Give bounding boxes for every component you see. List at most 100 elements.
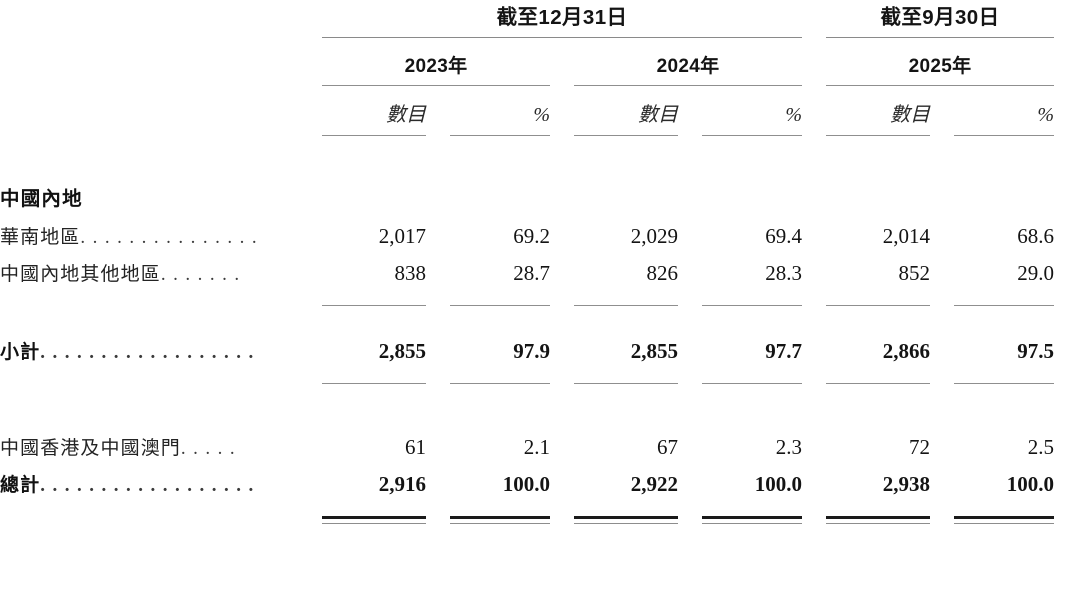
subtotal-bot-rule-6: [954, 383, 1054, 384]
row-label-text: 中國內地其他地區: [0, 264, 161, 285]
total-2024-percent: 100.0: [754, 472, 802, 496]
cell-2024-count: 2,029: [630, 224, 678, 248]
row-label-hongkong-macau: 中國香港及中國澳門.....: [0, 428, 322, 465]
spacer-after-subtotal: [0, 369, 1054, 383]
spacer-before-hk: [0, 384, 1054, 428]
row-label-text: 華南地區: [0, 227, 81, 248]
double-rule-1: [322, 516, 426, 524]
cell-2024-count: 826: [646, 261, 679, 285]
year-rule-2023: [322, 85, 550, 86]
period-header-sep30: 截至9月30日: [880, 6, 1000, 29]
total-2023-count: 2,916: [378, 472, 426, 496]
metric-rule-3: [574, 135, 678, 136]
cell-2023-percent: 69.2: [513, 224, 550, 248]
subtotal-row: 小計.................. 2,855 97.9 2,855 97…: [0, 332, 1054, 369]
spacer-before-subtotal-rule: [0, 291, 1054, 305]
double-rule-6: [954, 516, 1054, 524]
row-label-text: 小計: [0, 342, 41, 363]
subtotal-2023-count: 2,855: [378, 339, 426, 363]
row-label-south-china: 華南地區...............: [0, 217, 322, 254]
cell-2024-count: 67: [657, 435, 678, 459]
subtotal-bot-rule-2: [450, 383, 550, 384]
period-rule-row: [0, 37, 1054, 38]
year-header-2024: 2024年: [656, 56, 720, 77]
period-header-row: 截至12月31日 截至9月30日: [0, 0, 1054, 37]
dot-leader: .....: [180, 438, 243, 459]
total-2023-percent: 100.0: [502, 472, 550, 496]
cell-2024-percent: 2.3: [775, 435, 802, 459]
metric-rule-6: [954, 135, 1054, 136]
cell-2025-count: 2,014: [882, 224, 930, 248]
cell-2024-percent: 69.4: [765, 224, 802, 248]
metric-rule-5: [826, 135, 930, 136]
subtotal-2024-percent: 97.7: [765, 339, 802, 363]
metric-header-count-2025: 數目: [890, 104, 930, 126]
subtotal-rule-5: [826, 305, 930, 306]
row-label-subtotal: 小計..................: [0, 332, 322, 369]
cell-2025-count: 852: [898, 261, 931, 285]
subtotal-rule-2: [450, 305, 550, 306]
cell-2025-percent: 68.6: [1017, 224, 1054, 248]
subtotal-rule-4: [702, 305, 802, 306]
table-row: 中國內地其他地區....... 838 28.7 826 28.3 852 29…: [0, 254, 1054, 291]
spacer-before-double-rule: [0, 502, 1054, 516]
double-rule-4: [702, 516, 802, 524]
total-row: 總計.................. 2,916 100.0 2,922 1…: [0, 465, 1054, 502]
table-row: 華南地區............... 2,017 69.2 2,029 69.…: [0, 217, 1054, 254]
metric-rule-4: [702, 135, 802, 136]
subtotal-2025-percent: 97.5: [1017, 339, 1054, 363]
cell-2023-count: 838: [394, 261, 427, 285]
cell-2025-percent: 29.0: [1017, 261, 1054, 285]
total-2025-count: 2,938: [882, 472, 930, 496]
metric-rule-row: [0, 135, 1054, 136]
period-header-dec31: 截至12月31日: [496, 6, 628, 29]
subtotal-bot-rule-1: [322, 383, 426, 384]
year-header-2025: 2025年: [908, 56, 972, 77]
dot-leader: ..................: [40, 475, 261, 496]
distribution-table: 截至12月31日 截至9月30日 2023年 2024年 2025年: [0, 0, 1054, 524]
subtotal-bot-rule-5: [826, 383, 930, 384]
subtotal-bot-rule-4: [702, 383, 802, 384]
group-label-mainland: 中國內地: [0, 188, 83, 210]
period-rule-sep: [826, 37, 1054, 38]
spacer-after-header: [0, 136, 1054, 180]
spacer-subtotal: [0, 306, 1054, 332]
metric-rule-1: [322, 135, 426, 136]
metric-header-row: 數目 % 數目 % 數目 %: [0, 86, 1054, 135]
year-rule-row: [0, 85, 1054, 86]
subtotal-2023-percent: 97.9: [513, 339, 550, 363]
dot-leader: .......: [160, 264, 247, 285]
subtotal-2025-count: 2,866: [882, 339, 930, 363]
double-rule-2: [450, 516, 550, 524]
subtotal-rule-1: [322, 305, 426, 306]
subtotal-2024-count: 2,855: [630, 339, 678, 363]
year-header-2023: 2023年: [404, 56, 468, 77]
metric-header-count-2024: 數目: [638, 104, 678, 126]
cell-2025-count: 72: [909, 435, 930, 459]
dot-leader: ...............: [80, 227, 265, 248]
cell-2023-count: 2,017: [378, 224, 426, 248]
metric-header-count-2023: 數目: [386, 104, 426, 126]
year-header-row: 2023年 2024年 2025年: [0, 38, 1054, 85]
double-rule-row: [0, 516, 1054, 524]
row-label-text: 總計: [0, 475, 41, 496]
year-rule-2025: [826, 85, 1054, 86]
metric-header-percent-2024: %: [785, 104, 802, 126]
row-label-other-mainland: 中國內地其他地區.......: [0, 254, 322, 291]
subtotal-bot-rule-3: [574, 383, 678, 384]
cell-2023-percent: 28.7: [513, 261, 550, 285]
double-rule-3: [574, 516, 678, 524]
metric-header-percent-2025: %: [1037, 104, 1054, 126]
metric-header-percent-2023: %: [533, 104, 550, 126]
subtotal-bottom-rule-row: [0, 383, 1054, 384]
group-heading-row: 中國內地: [0, 180, 1054, 217]
dot-leader: ..................: [40, 342, 261, 363]
table-row: 中國香港及中國澳門..... 61 2.1 67 2.3 72 2.5: [0, 428, 1054, 465]
total-2024-count: 2,922: [630, 472, 678, 496]
year-rule-2024: [574, 85, 802, 86]
cell-2025-percent: 2.5: [1027, 435, 1054, 459]
subtotal-rule-6: [954, 305, 1054, 306]
total-2025-percent: 100.0: [1006, 472, 1054, 496]
cell-2024-percent: 28.3: [765, 261, 802, 285]
